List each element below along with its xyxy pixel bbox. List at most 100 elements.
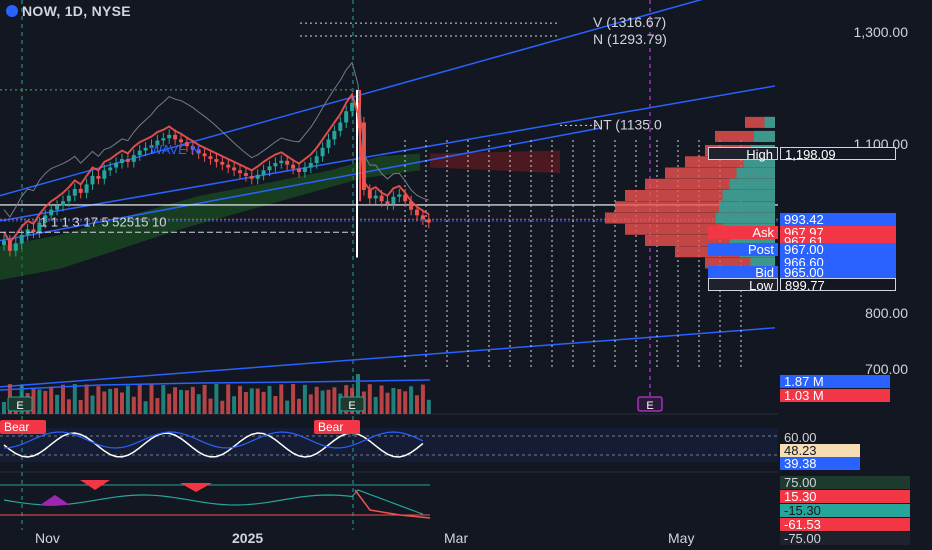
bear-signal-badge [314, 420, 360, 434]
volume-bar [66, 399, 71, 414]
volume-bar [314, 386, 319, 414]
volume-profile-bar [705, 257, 775, 269]
oscillator-axis-label: 75.00 [780, 476, 910, 489]
volume-bar [108, 388, 113, 414]
volume-profile-bar [715, 130, 775, 142]
volume-profile-bar [615, 201, 775, 213]
volume-bar [190, 386, 195, 414]
trend-line [0, 85, 776, 222]
price-tag-label: Post [708, 243, 778, 256]
volume-bar [196, 394, 201, 414]
volume-profile-bar [715, 212, 775, 224]
volume-bar [385, 392, 390, 414]
volume-bar [143, 401, 148, 414]
volume-bar [285, 400, 290, 414]
price-axis-tick: 800.00 [865, 304, 908, 321]
candle [43, 215, 48, 223]
volume-bar [90, 395, 95, 414]
wave-label: WAVE N [150, 142, 200, 157]
volume-bar [167, 393, 172, 414]
candle [415, 209, 419, 216]
volume-bar [403, 391, 408, 414]
earnings-marker-icon [339, 396, 365, 412]
volume-profile-bar [645, 235, 775, 246]
volume-bar [255, 388, 260, 414]
rsi-axis-label: 39.38 [780, 457, 860, 470]
volume-bar [155, 398, 160, 414]
volume-profile-bar [722, 190, 775, 201]
volume-bar [31, 387, 36, 414]
volume-bar [179, 389, 183, 414]
candle [161, 138, 166, 141]
candle [78, 188, 83, 193]
volume-profile-bar [764, 116, 775, 128]
volume-bar [326, 389, 331, 414]
volume-bar [49, 386, 54, 414]
earnings-marker-label: E [348, 400, 355, 412]
earnings-marker-label: E [646, 400, 653, 412]
volume-bar [249, 388, 254, 414]
candle [273, 163, 278, 167]
sell-signal-icon [80, 480, 110, 490]
price-tag-label: Low [708, 278, 778, 292]
volume-profile-bar [745, 116, 775, 128]
volume-bar [356, 374, 360, 414]
candle [255, 174, 260, 179]
time-axis-label: May [668, 530, 695, 546]
candle [279, 160, 284, 163]
oscillator-axis-label: -75.00 [780, 532, 910, 545]
trend-line [0, 127, 601, 242]
volume-bar [78, 400, 83, 414]
bear-signal-badge [0, 420, 46, 434]
candle [332, 130, 337, 140]
candle [326, 139, 331, 148]
price-axis-tick: 700.00 [865, 361, 908, 377]
candle [2, 240, 6, 246]
candle [249, 175, 254, 179]
candle [202, 153, 207, 157]
volume-bar [297, 398, 301, 414]
candle [267, 166, 272, 171]
candle [302, 167, 307, 172]
price-tag-value: 967.00 [780, 243, 896, 256]
candle [238, 170, 242, 174]
candle [125, 159, 130, 162]
candle [403, 194, 408, 202]
candle [114, 163, 119, 168]
candle [7, 240, 12, 251]
volume-bar [373, 396, 378, 414]
candle [49, 209, 54, 216]
candle [261, 170, 266, 175]
target-level-label: V (1316.67) [593, 14, 666, 30]
candle [243, 173, 248, 176]
volume-bar [415, 395, 419, 414]
bear-signal-label: Bear [318, 420, 343, 434]
oscillator-line [354, 489, 431, 519]
earnings-marker-icon [7, 396, 33, 412]
candle [350, 102, 355, 112]
candle [179, 139, 183, 143]
candle [120, 159, 124, 163]
buy-signal-icon [40, 495, 70, 505]
volume-bar [391, 387, 396, 414]
volume-bar [137, 384, 142, 414]
volume-bar [202, 384, 207, 414]
volume-profile-bar [729, 235, 775, 246]
volume-bar [238, 385, 242, 414]
volume-bar [173, 387, 178, 414]
chart-symbol-header[interactable]: NOW, 1D, NYSE [6, 3, 131, 19]
price-axis-tick: 1,300.00 [853, 23, 909, 40]
volume-bar [291, 384, 296, 414]
rsi-axis-label: 48.23 [780, 444, 860, 457]
volume-bar [220, 400, 225, 414]
candle [31, 229, 36, 233]
price-tag-value: 965.00 [780, 266, 896, 279]
candle [385, 201, 390, 205]
target-level-label: N (1293.79) [593, 31, 667, 47]
volume-ma-line [0, 379, 431, 391]
volume-profile-bar [736, 167, 775, 179]
candle [285, 160, 290, 165]
candle [13, 243, 18, 251]
candle [214, 159, 219, 162]
